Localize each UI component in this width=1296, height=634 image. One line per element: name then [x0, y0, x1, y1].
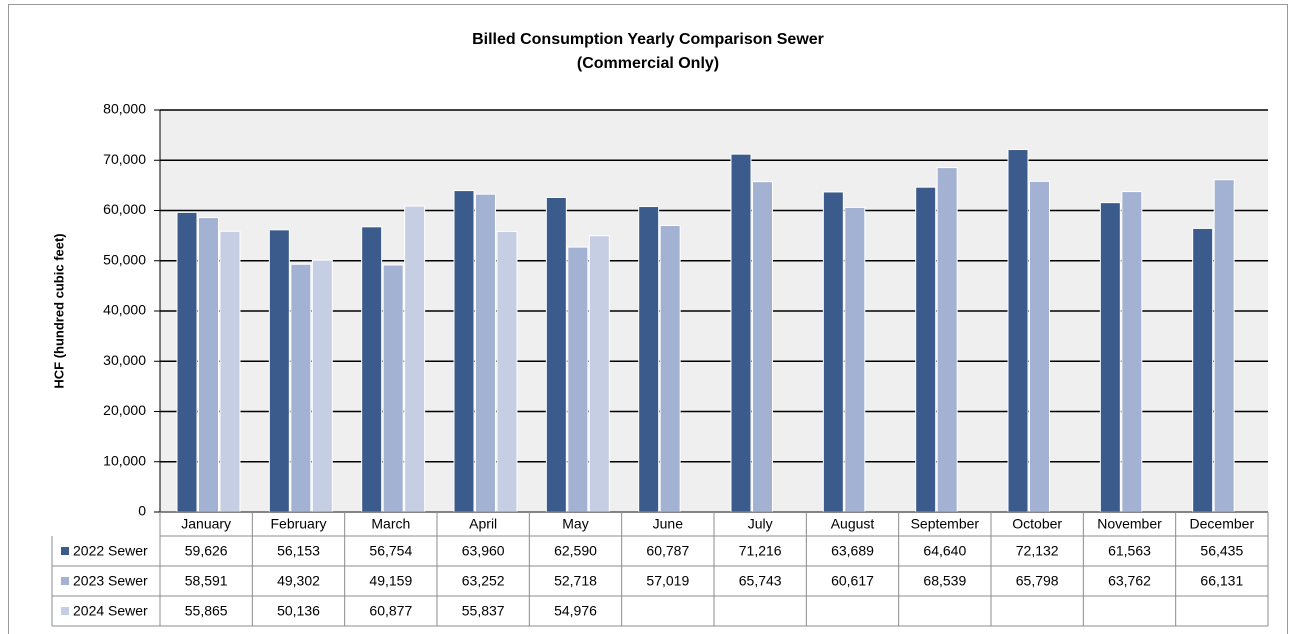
table-value: 61,563 — [1108, 543, 1151, 559]
table-value: 65,743 — [739, 573, 782, 589]
bar — [453, 190, 475, 513]
x-tick-label: February — [270, 516, 326, 532]
bar — [659, 224, 681, 513]
bar — [1099, 202, 1121, 513]
table-value: 60,877 — [369, 603, 412, 619]
bar — [752, 181, 773, 513]
bar — [198, 217, 219, 513]
table-value: 49,159 — [369, 573, 412, 589]
bar — [475, 193, 496, 513]
x-tick-label: April — [469, 516, 497, 532]
table-value: 54,976 — [554, 603, 597, 619]
x-tick-label: June — [653, 516, 684, 532]
table-value: 64,640 — [923, 543, 966, 559]
y-tick-label: 70,000 — [103, 151, 146, 167]
table-value: 71,216 — [739, 543, 782, 559]
bar — [1121, 191, 1143, 513]
bar — [730, 153, 752, 513]
bar — [915, 186, 937, 513]
bar — [1213, 179, 1235, 513]
legend-label: 2024 Sewer — [73, 603, 148, 619]
legend-swatch — [61, 547, 69, 555]
table-value: 63,960 — [462, 543, 505, 559]
legend-label: 2022 Sewer — [73, 543, 148, 559]
table-value: 57,019 — [646, 573, 689, 589]
bar — [176, 211, 198, 513]
table-value: 60,787 — [646, 543, 689, 559]
table-value: 58,591 — [185, 573, 228, 589]
table-value: 62,590 — [554, 543, 597, 559]
y-tick-label: 0 — [138, 503, 146, 519]
table-value: 52,718 — [554, 573, 597, 589]
y-tick-label: 10,000 — [103, 452, 146, 468]
legend-swatch — [61, 577, 69, 585]
y-tick-label: 50,000 — [103, 251, 146, 267]
x-tick-label: March — [371, 516, 410, 532]
table-value: 66,131 — [1200, 573, 1243, 589]
x-tick-label: November — [1097, 516, 1162, 532]
bar — [567, 246, 589, 513]
y-tick-label: 40,000 — [103, 302, 146, 318]
y-tick-label: 30,000 — [103, 352, 146, 368]
bar — [545, 196, 567, 513]
table-value: 56,153 — [277, 543, 320, 559]
x-tick-label: December — [1190, 516, 1255, 532]
bar — [311, 259, 333, 513]
bar — [361, 226, 383, 513]
table-value: 59,626 — [185, 543, 228, 559]
y-tick-label: 60,000 — [103, 201, 146, 217]
bar — [1029, 180, 1050, 513]
x-tick-label: January — [181, 516, 231, 532]
table-value: 63,689 — [831, 543, 874, 559]
table-value: 50,136 — [277, 603, 320, 619]
chart-subtitle: (Commercial Only) — [577, 55, 719, 72]
bar — [936, 167, 958, 513]
y-tick-label: 80,000 — [103, 101, 146, 117]
x-tick-label: May — [562, 516, 588, 532]
table-value: 63,762 — [1108, 573, 1151, 589]
table-value: 49,302 — [277, 573, 320, 589]
bar — [404, 205, 426, 513]
bar — [1007, 149, 1029, 513]
table-value: 56,435 — [1200, 543, 1243, 559]
chart-title: Billed Consumption Yearly Comparison Sew… — [472, 31, 824, 48]
bar — [844, 206, 866, 513]
x-tick-label: August — [831, 516, 875, 532]
bar — [496, 230, 518, 513]
bar — [1192, 227, 1214, 513]
legend-label: 2023 Sewer — [73, 573, 148, 589]
x-tick-label: September — [911, 516, 980, 532]
table-value: 68,539 — [923, 573, 966, 589]
table-value: 65,798 — [1016, 573, 1059, 589]
bar — [268, 229, 290, 513]
bar — [290, 263, 312, 513]
bar — [638, 206, 660, 513]
x-tick-label: October — [1012, 516, 1062, 532]
table-value: 55,837 — [462, 603, 505, 619]
table-value: 63,252 — [462, 573, 505, 589]
table-value: 56,754 — [369, 543, 412, 559]
table-value: 60,617 — [831, 573, 874, 589]
x-tick-label: July — [748, 516, 773, 532]
bar — [822, 191, 844, 513]
y-tick-label: 20,000 — [103, 402, 146, 418]
table-value: 72,132 — [1016, 543, 1059, 559]
bar — [382, 264, 404, 513]
y-axis-label: HCF (hundred cubic feet) — [51, 233, 66, 388]
legend-swatch — [61, 607, 69, 615]
table-value: 55,865 — [185, 603, 228, 619]
bar — [219, 230, 241, 513]
bar — [588, 235, 610, 513]
